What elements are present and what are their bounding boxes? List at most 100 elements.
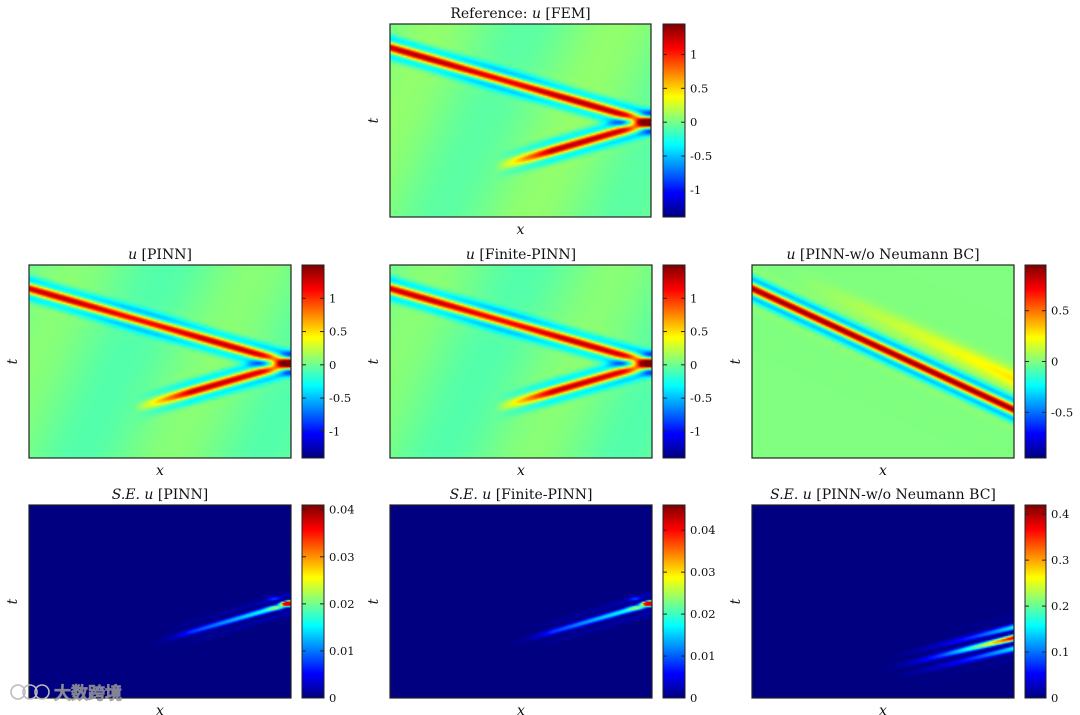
heatmap-field (752, 505, 1014, 698)
y-axis-label: t (366, 358, 382, 364)
title-method: [PINN] (137, 247, 192, 263)
colorbar-tick-label: -1 (690, 183, 701, 197)
heatmap-field (29, 505, 291, 698)
axes-frame (389, 264, 653, 459)
y-axis-label: t (5, 598, 21, 604)
colorbar (1025, 505, 1046, 698)
subplot-ref: Reference: u [FEM] x t -1 -0.5 0 0.5 1 (366, 6, 712, 238)
subplot-title: u [PINN-w/o Neumann BC] (786, 247, 979, 263)
colorbar-tick-label: 0.5 (329, 325, 347, 339)
subplot-title: S.E. u [Finite-PINN] (450, 487, 593, 503)
y-axis-label: t (728, 598, 744, 604)
y-axis-label: t (728, 358, 744, 364)
colorbar-tick-label: 0.02 (690, 607, 716, 621)
heatmap-field (390, 505, 652, 698)
title-variable: u (128, 247, 137, 263)
colorbar (1025, 265, 1046, 458)
colorbar (663, 505, 685, 698)
axes-frame (751, 504, 1015, 699)
axes-frame (389, 23, 652, 218)
x-axis-label: x (517, 703, 525, 715)
colorbar-tick-label: 0.04 (329, 503, 355, 517)
subplot-title: Reference: u [FEM] (450, 6, 590, 22)
heatmap-field (752, 265, 1014, 458)
x-axis-label: x (879, 463, 887, 479)
x-axis-label: x (517, 222, 525, 238)
title-method: [Finite-PINN] (475, 247, 576, 263)
axes-frame (389, 504, 653, 699)
title-variable: u (482, 487, 491, 503)
colorbar-tick-label: 0.5 (690, 325, 708, 339)
colorbar-tick-label: -1 (690, 424, 701, 438)
subplot-pinn: u [PINN] x t -1 -0.5 0 0.5 1 (5, 247, 351, 479)
watermark-logo-icon (10, 684, 26, 700)
colorbar-frame (301, 504, 325, 699)
subplot-title: u [PINN] (128, 247, 192, 263)
watermark: 大数跨境 (10, 683, 122, 704)
colorbar-tick-label: -0.5 (690, 149, 712, 163)
colorbar-tick-label: 0 (690, 358, 697, 372)
watermark-text: 大数跨境 (54, 683, 122, 704)
colorbar-tick-label: 0.03 (690, 565, 716, 579)
colorbar-tick-label: 0.02 (329, 597, 355, 611)
heatmap-field (390, 265, 652, 458)
watermark-logo-icon (22, 684, 38, 700)
heatmap-field (390, 24, 651, 217)
colorbar-tick-label: 0.01 (690, 649, 716, 663)
colorbar-tick-label: 0.1 (1051, 645, 1069, 659)
title-prefix: S.E. (770, 487, 803, 503)
colorbar-tick-label: 0.5 (690, 81, 708, 95)
colorbar-tick-label: 0 (329, 691, 336, 705)
x-axis-label: x (879, 703, 887, 715)
colorbar-tick-label: -0.5 (690, 391, 712, 405)
subplot-title: S.E. u [PINN] (112, 487, 209, 503)
colorbar-tick-label: -1 (329, 424, 340, 438)
colorbar-tick-label: -0.5 (1051, 405, 1073, 419)
title-method: [FEM] (541, 6, 591, 22)
subplot-finite: u [Finite-PINN] x t -1 -0.5 0 0.5 1 (366, 247, 712, 479)
colorbar-tick-label: 0 (329, 358, 336, 372)
watermark-logo-icon (34, 684, 50, 700)
title-variable: u (532, 6, 541, 22)
title-variable: u (144, 487, 153, 503)
colorbar-tick-label: 1 (690, 47, 697, 61)
colorbar-frame (1024, 504, 1047, 699)
axes-frame (28, 504, 292, 699)
title-prefix: S.E. (450, 487, 483, 503)
y-axis-label: t (366, 117, 382, 123)
colorbar-tick-label: 0 (1051, 355, 1058, 369)
colorbar (302, 265, 324, 458)
axes-frame (28, 264, 292, 459)
colorbar-tick-label: 0.4 (1051, 507, 1069, 521)
colorbar-tick-label: 0.01 (329, 644, 355, 658)
colorbar-tick-label: 0.04 (690, 523, 716, 537)
x-axis-label: x (156, 703, 164, 715)
title-method: [PINN-w/o Neumann BC] (812, 487, 996, 503)
subplot-noneu: u [PINN-w/o Neumann BC] x t -0.5 0 0.5 (728, 247, 1073, 479)
heatmap-field (29, 265, 291, 458)
x-axis-label: x (517, 463, 525, 479)
title-method: [PINN] (153, 487, 208, 503)
colorbar-frame (662, 23, 686, 218)
title-variable: u (786, 247, 795, 263)
subplot-se_finite: S.E. u [Finite-PINN] x t 0 0.01 0.02 0.03 0.04 (366, 487, 716, 715)
y-axis-label: t (366, 598, 382, 604)
colorbar-tick-label: 0 (1051, 691, 1058, 705)
subplot-se_pinn: S.E. u [PINN] x t 0 0.01 0.02 0.03 0.04 (5, 487, 355, 715)
colorbar-tick-label: 0 (690, 115, 697, 129)
x-axis-label: x (156, 463, 164, 479)
colorbar-frame (301, 264, 325, 459)
subplot-title: u [Finite-PINN] (466, 247, 576, 263)
colorbar-tick-label: 0.3 (1051, 553, 1069, 567)
title-method: [Finite-PINN] (491, 487, 592, 503)
colorbar (663, 265, 685, 458)
subplot-title: S.E. u [PINN-w/o Neumann BC] (770, 487, 996, 503)
colorbar (663, 24, 685, 217)
colorbar-tick-label: 0.2 (1051, 599, 1069, 613)
title-variable: u (466, 247, 475, 263)
title-method: [PINN-w/o Neumann BC] (795, 247, 979, 263)
colorbar (302, 505, 324, 698)
colorbar-tick-label: 0.03 (329, 550, 355, 564)
colorbar-frame (662, 504, 686, 699)
